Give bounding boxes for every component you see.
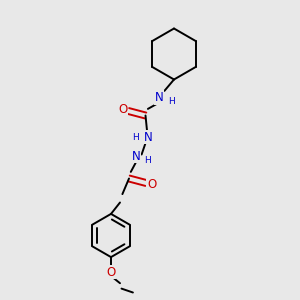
Text: H: H [144, 156, 151, 165]
Text: O: O [147, 178, 156, 191]
Text: N: N [132, 149, 141, 163]
Text: N: N [154, 91, 164, 104]
Text: H: H [132, 133, 139, 142]
Text: N: N [144, 130, 153, 144]
Text: O: O [118, 103, 127, 116]
Text: O: O [106, 266, 116, 279]
Text: H: H [168, 97, 175, 106]
